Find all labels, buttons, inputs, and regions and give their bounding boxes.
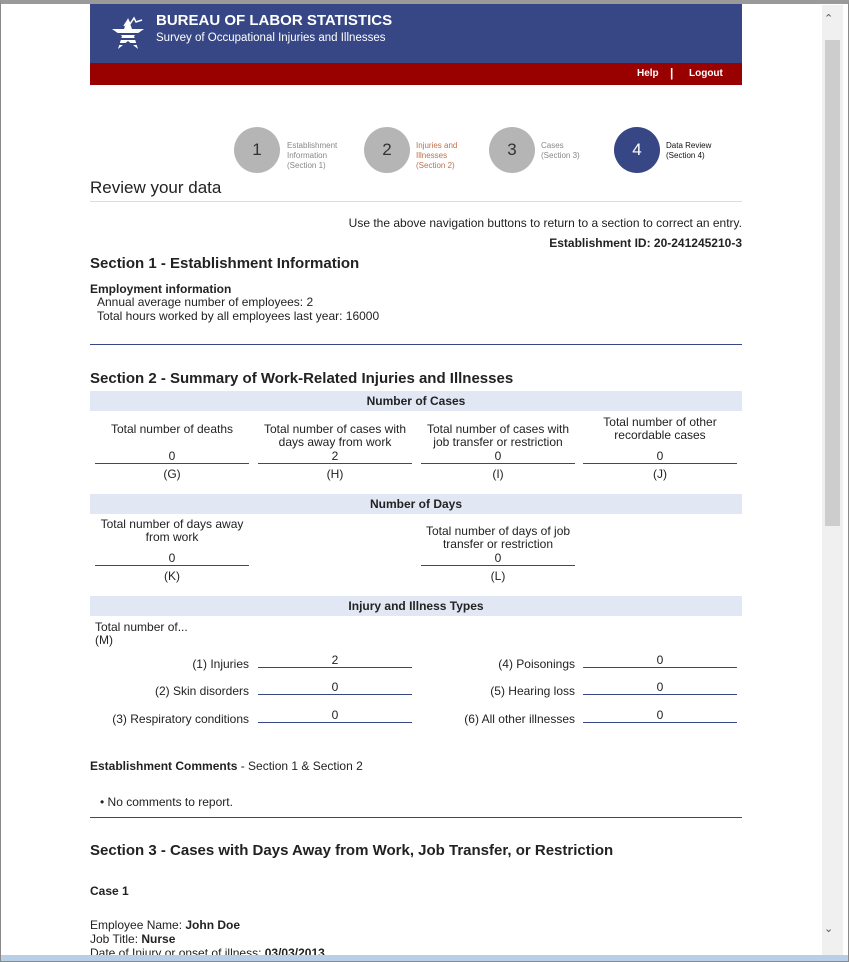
poisonings-label: (4) Poisonings xyxy=(498,657,575,671)
case-heading: Case 1 xyxy=(90,884,129,898)
step-1-button[interactable]: 1 xyxy=(234,127,280,173)
page-title: Review your data xyxy=(90,178,222,197)
transfer-cases-value: 0 xyxy=(421,450,575,464)
top-nav-bar: Help | Logout xyxy=(90,63,742,85)
other-illnesses-value: 0 xyxy=(583,709,737,723)
step-1-label[interactable]: Establishment Information (Section 1) xyxy=(287,141,338,170)
deaths-field: Total number of deaths 0 (G) xyxy=(95,423,249,481)
step-3-button[interactable]: 3 xyxy=(489,127,535,173)
code-m: (M) xyxy=(95,633,113,647)
code-g: (G) xyxy=(163,467,181,481)
days-away-cases-value: 2 xyxy=(258,450,412,464)
code-k: (K) xyxy=(164,569,180,583)
step-4-label[interactable]: Data Review (Section 4) xyxy=(666,141,712,160)
skin-disorders-label: (2) Skin disorders xyxy=(154,684,249,698)
step-4-button[interactable]: 4 xyxy=(614,127,660,173)
other-illnesses-label: (6) All other illnesses xyxy=(464,712,575,726)
days-away-label: Total number of days away from work xyxy=(100,517,244,544)
code-l: (L) xyxy=(490,569,506,583)
org-title: BUREAU OF LABOR STATISTICS xyxy=(156,12,393,29)
org-subtitle: Survey of Occupational Injuries and Illn… xyxy=(156,32,386,44)
days-transfer-field: Total number of days of job transfer or … xyxy=(421,525,575,583)
respiratory-value: 0 xyxy=(258,709,412,723)
case-details: Employee Name: John Doe Job Title: Nurse… xyxy=(90,918,325,960)
step-2-button[interactable]: 2 xyxy=(364,127,410,173)
days-away-field: Total number of days away from work 0 (K… xyxy=(95,518,249,583)
deaths-label: Total number of deaths xyxy=(110,422,234,436)
help-link[interactable]: Help xyxy=(637,68,659,79)
scroll-down-icon[interactable]: ⌄ xyxy=(824,923,834,935)
section-1-title: Section 1 - Establishment Information xyxy=(90,255,360,272)
respiratory-label: (3) Respiratory conditions xyxy=(112,712,249,726)
bls-banner: BUREAU OF LABOR STATISTICS Survey of Occ… xyxy=(90,4,742,63)
section-2-title: Section 2 - Summary of Work-Related Inju… xyxy=(90,370,514,387)
logout-link[interactable]: Logout xyxy=(689,68,723,79)
other-cases-value: 0 xyxy=(583,450,737,464)
comments-heading: Establishment Comments - Section 1 & Sec… xyxy=(90,759,363,773)
bls-star-logo-icon xyxy=(112,16,144,49)
divider xyxy=(90,344,742,345)
poisonings-value: 0 xyxy=(583,654,737,668)
code-j: (J) xyxy=(653,467,667,481)
cases-band: Number of Cases xyxy=(90,391,742,411)
hearing-loss-value: 0 xyxy=(583,681,737,695)
days-away-cases-label: Total number of cases with days away fro… xyxy=(263,422,407,449)
code-h: (H) xyxy=(326,467,344,481)
days-away-value: 0 xyxy=(95,552,249,566)
scrollbar-thumb[interactable] xyxy=(825,40,840,526)
divider xyxy=(90,817,742,818)
days-transfer-value: 0 xyxy=(421,552,575,566)
skin-disorders-value: 0 xyxy=(258,681,412,695)
transfer-cases-field: Total number of cases with job transfer … xyxy=(421,423,575,481)
employment-info-heading: Employment information xyxy=(90,282,232,296)
hearing-loss-label: (5) Hearing loss xyxy=(490,684,575,698)
comment-item: • No comments to report. xyxy=(100,795,233,809)
injuries-label: (1) Injuries xyxy=(192,657,249,671)
days-transfer-label: Total number of days of job transfer or … xyxy=(425,524,571,551)
days-band: Number of Days xyxy=(90,494,742,514)
other-cases-label: Total number of other recordable cases xyxy=(603,415,717,442)
injuries-value: 2 xyxy=(258,654,412,668)
deaths-value: 0 xyxy=(95,450,249,464)
scroll-up-icon[interactable]: ⌃ xyxy=(824,13,834,25)
other-cases-field: Total number of other recordable cases 0… xyxy=(583,416,737,481)
step-2-label[interactable]: Injuries and Illnesses (Section 2) xyxy=(416,141,458,170)
total-hours: Total hours worked by all employees last… xyxy=(97,309,380,323)
days-away-cases-field: Total number of cases with days away fro… xyxy=(258,423,412,481)
avg-employees: Annual average number of employees: 2 xyxy=(97,295,314,309)
instruction-text: Use the above navigation buttons to retu… xyxy=(348,216,742,230)
establishment-id: Establishment ID: 20-241245210-3 xyxy=(549,236,742,250)
section-3-title: Section 3 - Cases with Days Away from Wo… xyxy=(90,842,614,859)
title-divider xyxy=(90,201,742,202)
nav-separator: | xyxy=(670,66,674,80)
types-band: Injury and Illness Types xyxy=(90,596,742,616)
code-i: (I) xyxy=(492,467,504,481)
step-3-label[interactable]: Cases (Section 3) xyxy=(541,141,580,160)
window-bottom-edge xyxy=(1,955,848,961)
types-intro: Total number of... xyxy=(95,620,188,634)
transfer-cases-label: Total number of cases with job transfer … xyxy=(426,422,570,449)
